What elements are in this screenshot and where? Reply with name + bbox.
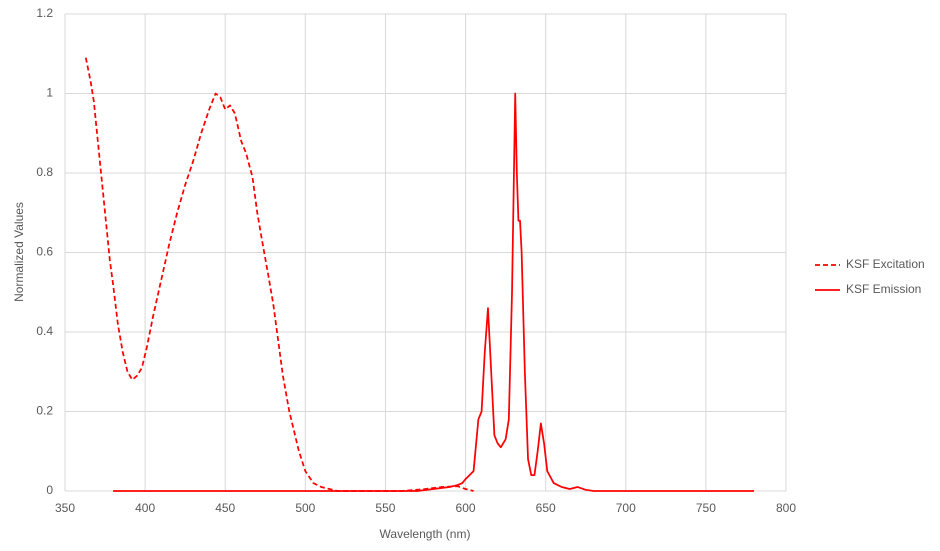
- series-line: [113, 92, 754, 492]
- x-tick-label: 800: [776, 501, 796, 515]
- x-tick-label: 450: [215, 501, 235, 515]
- y-tick-label: 0.6: [36, 245, 53, 259]
- legend-label: KSF Emission: [846, 282, 921, 296]
- y-tick-label: 0.2: [36, 404, 53, 418]
- x-tick-label: 700: [616, 501, 636, 515]
- x-tick-label: 400: [135, 501, 155, 515]
- y-tick-label: 0: [46, 483, 53, 497]
- x-tick-label: 650: [536, 501, 556, 515]
- legend-label: KSF Excitation: [846, 257, 925, 271]
- x-tick-label: 600: [456, 501, 476, 515]
- x-axis-title: Wavelength (nm): [380, 527, 471, 541]
- y-axis-title: Normalized Values: [12, 202, 26, 302]
- x-tick-label: 550: [375, 501, 395, 515]
- y-tick-label: 0.4: [36, 324, 53, 338]
- x-tick-label: 350: [55, 501, 75, 515]
- y-tick-label: 1: [46, 86, 53, 100]
- y-tick-label: 0.8: [36, 165, 53, 179]
- series-line: [84, 57, 474, 492]
- y-tick-label: 1.2: [36, 6, 53, 20]
- x-tick-label: 500: [295, 501, 315, 515]
- x-tick-label: 750: [696, 501, 716, 515]
